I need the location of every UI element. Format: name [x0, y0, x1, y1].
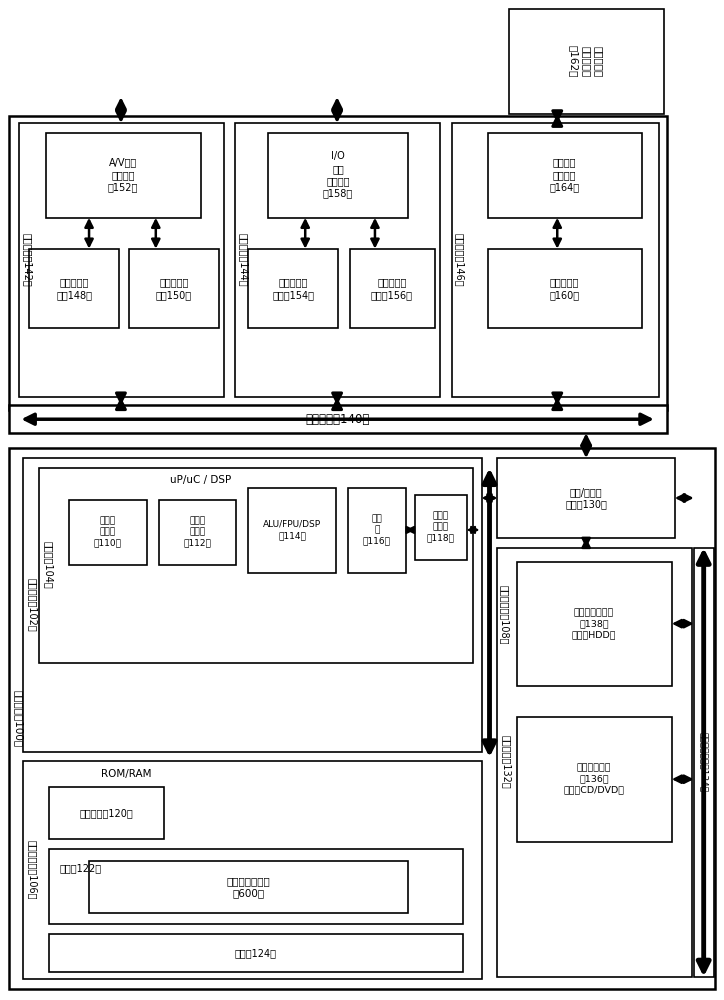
Bar: [350, 249, 434, 328]
Bar: [9, 448, 715, 989]
Text: 寄存
器
（116）: 寄存 器 （116）: [363, 514, 391, 546]
Bar: [46, 133, 201, 218]
Bar: [23, 458, 481, 752]
Text: 图像处理单
元（148）: 图像处理单 元（148）: [56, 277, 92, 300]
Bar: [49, 787, 164, 839]
Text: 一级高
速缓存
（110）: 一级高 速缓存 （110）: [94, 516, 122, 548]
Bar: [129, 249, 219, 328]
Bar: [497, 458, 675, 538]
Text: 输出设备（142）: 输出设备（142）: [22, 233, 33, 287]
Bar: [9, 116, 667, 410]
Text: 存储器总线（108）: 存储器总线（108）: [500, 585, 510, 644]
Bar: [518, 717, 672, 842]
Bar: [487, 133, 642, 218]
Bar: [348, 488, 406, 573]
Text: 计算设备（100）: 计算设备（100）: [13, 690, 23, 747]
Text: 通信端口
（多个）
（164）: 通信端口 （多个） （164）: [550, 158, 579, 192]
Bar: [23, 761, 481, 979]
Text: 二级高
速缓存
（112）: 二级高 速缓存 （112）: [184, 516, 211, 548]
Bar: [89, 861, 408, 913]
Text: 数据（124）: 数据（124）: [235, 948, 277, 958]
Bar: [415, 495, 466, 560]
Text: 音频处理单
元（150）: 音频处理单 元（150）: [156, 277, 192, 300]
Text: 并行接口控
制器（156）: 并行接口控 制器（156）: [371, 277, 413, 300]
Text: 储存接口总线（134）: 储存接口总线（134）: [699, 732, 708, 792]
Text: 应用（122）: 应用（122）: [59, 863, 101, 873]
Bar: [248, 249, 338, 328]
Text: I/O
端口
（多个）
（158）: I/O 端口 （多个） （158）: [323, 151, 353, 199]
Bar: [29, 249, 119, 328]
Text: 网络控制器
（160）: 网络控制器 （160）: [550, 277, 579, 300]
Text: 处理器（104）: 处理器（104）: [43, 541, 53, 589]
Bar: [487, 249, 642, 328]
Bar: [49, 934, 463, 972]
Bar: [510, 9, 664, 114]
Bar: [9, 405, 667, 433]
Bar: [49, 849, 463, 924]
Text: 操作系统（120）: 操作系统（120）: [79, 808, 133, 818]
Text: 基本配置（102）: 基本配置（102）: [28, 578, 37, 632]
Text: 存储设备（132）: 存储设备（132）: [502, 735, 511, 789]
Text: 可移除储存器
（136）
（例如CD/DVD）: 可移除储存器 （136） （例如CD/DVD）: [563, 764, 625, 795]
Text: 匹配视频的应用
（600）: 匹配视频的应用 （600）: [227, 876, 270, 898]
Bar: [452, 123, 659, 397]
Bar: [694, 548, 714, 977]
Bar: [235, 123, 439, 397]
Text: ROM/RAM: ROM/RAM: [101, 769, 151, 779]
Text: 总线/接口控
制器（130）: 总线/接口控 制器（130）: [565, 487, 607, 509]
Bar: [269, 133, 408, 218]
Text: 外围接口（144）: 外围接口（144）: [238, 233, 248, 286]
Bar: [518, 562, 672, 686]
Text: 串行接口控
制器（154）: 串行接口控 制器（154）: [272, 277, 314, 300]
Text: 接口总线（140）: 接口总线（140）: [306, 413, 370, 426]
Text: 其他计算设
备（多个）
（162）: 其他计算设 备（多个） （162）: [569, 45, 604, 77]
Bar: [39, 468, 473, 663]
Bar: [248, 488, 336, 573]
Text: ALU/FPU/DSP
（114）: ALU/FPU/DSP （114）: [264, 520, 321, 540]
Text: 存储器
控制器
（118）: 存储器 控制器 （118）: [426, 511, 455, 543]
Text: 不可移除储存器
（138）
（例如HDD）: 不可移除储存器 （138） （例如HDD）: [572, 608, 616, 639]
Bar: [69, 500, 147, 565]
Text: A/V端口
（多个）
（152）: A/V端口 （多个） （152）: [108, 158, 138, 192]
Bar: [20, 123, 224, 397]
Text: 系统存储器（106）: 系统存储器（106）: [28, 840, 37, 900]
Text: 通信设备（146）: 通信设备（146）: [455, 233, 465, 286]
Bar: [159, 500, 237, 565]
Text: uP/uC / DSP: uP/uC / DSP: [170, 475, 231, 485]
Bar: [497, 548, 691, 977]
